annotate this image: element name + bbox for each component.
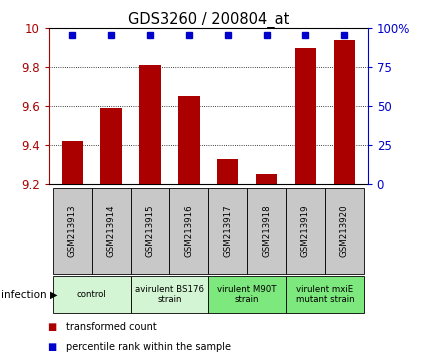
Text: GSM213913: GSM213913 bbox=[68, 205, 76, 257]
Text: GSM213919: GSM213919 bbox=[301, 205, 310, 257]
Bar bbox=[178, 97, 199, 184]
Bar bbox=[334, 40, 355, 184]
Text: infection: infection bbox=[1, 290, 47, 300]
Bar bbox=[217, 159, 238, 184]
Text: GSM213920: GSM213920 bbox=[340, 205, 349, 257]
Bar bbox=[53, 276, 130, 313]
Bar bbox=[208, 276, 286, 313]
Bar bbox=[92, 188, 130, 274]
Text: avirulent BS176
strain: avirulent BS176 strain bbox=[135, 285, 204, 304]
Bar bbox=[130, 276, 208, 313]
Text: control: control bbox=[77, 290, 107, 299]
Text: virulent M90T
strain: virulent M90T strain bbox=[217, 285, 277, 304]
Bar bbox=[256, 175, 277, 184]
Bar bbox=[100, 108, 122, 184]
Bar bbox=[286, 188, 325, 274]
Text: ■: ■ bbox=[47, 322, 56, 332]
Bar bbox=[247, 188, 286, 274]
Text: transformed count: transformed count bbox=[66, 322, 157, 332]
Title: GDS3260 / 200804_at: GDS3260 / 200804_at bbox=[128, 12, 289, 28]
Text: virulent mxiE
mutant strain: virulent mxiE mutant strain bbox=[295, 285, 354, 304]
Text: percentile rank within the sample: percentile rank within the sample bbox=[66, 342, 231, 352]
Bar bbox=[325, 188, 364, 274]
Text: ▶: ▶ bbox=[50, 290, 57, 300]
Text: ■: ■ bbox=[47, 342, 56, 352]
Bar bbox=[170, 188, 208, 274]
Text: GSM213916: GSM213916 bbox=[184, 205, 193, 257]
Text: GSM213915: GSM213915 bbox=[145, 205, 154, 257]
Bar bbox=[208, 188, 247, 274]
Bar bbox=[53, 188, 92, 274]
Bar bbox=[295, 48, 316, 184]
Text: GSM213914: GSM213914 bbox=[107, 205, 116, 257]
Bar bbox=[139, 65, 161, 184]
Bar bbox=[286, 276, 364, 313]
Bar bbox=[130, 188, 170, 274]
Bar bbox=[62, 141, 83, 184]
Text: GSM213917: GSM213917 bbox=[223, 205, 232, 257]
Text: GSM213918: GSM213918 bbox=[262, 205, 271, 257]
